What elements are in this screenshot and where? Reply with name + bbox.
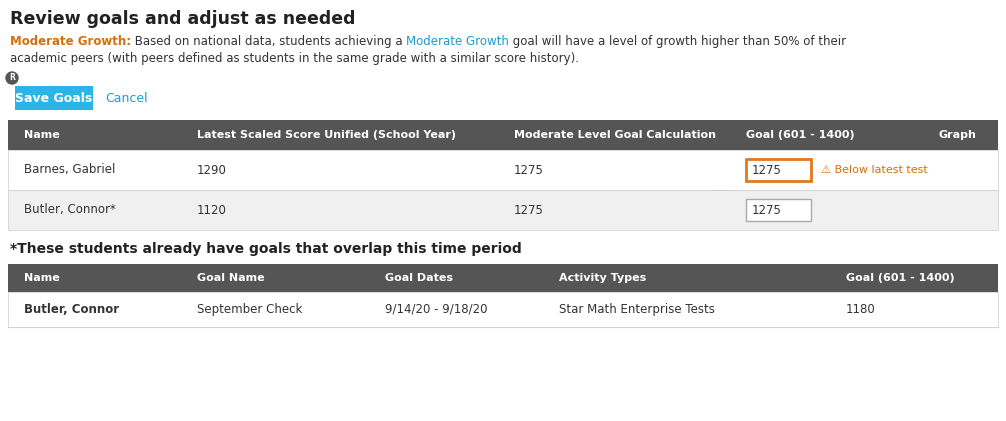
Text: 1275: 1275 bbox=[514, 203, 544, 216]
Text: September Check: September Check bbox=[197, 303, 303, 316]
Text: 0: 0 bbox=[958, 165, 964, 174]
Text: Moderate Growth: Moderate Growth bbox=[406, 35, 509, 48]
Text: Goal Name: Goal Name bbox=[197, 273, 265, 283]
Text: Goal (601 - 1400): Goal (601 - 1400) bbox=[745, 130, 854, 140]
Text: R: R bbox=[9, 74, 15, 83]
Text: 1275: 1275 bbox=[751, 203, 782, 216]
Text: Star Math Enterprise Tests: Star Math Enterprise Tests bbox=[558, 303, 714, 316]
Text: Activity Types: Activity Types bbox=[558, 273, 646, 283]
Circle shape bbox=[714, 183, 728, 197]
Text: Name: Name bbox=[24, 130, 59, 140]
Text: 1120: 1120 bbox=[197, 203, 227, 216]
Text: 1180: 1180 bbox=[846, 303, 875, 316]
Circle shape bbox=[6, 72, 18, 84]
Text: Based on national data, students achieving a: Based on national data, students achievi… bbox=[131, 35, 406, 48]
Text: 9/14/20 - 9/18/20: 9/14/20 - 9/18/20 bbox=[385, 303, 488, 316]
Text: Latest Scaled Score Unified (School Year): Latest Scaled Score Unified (School Year… bbox=[197, 130, 456, 140]
Circle shape bbox=[954, 163, 968, 177]
Text: 1275: 1275 bbox=[751, 163, 782, 176]
Text: Graph: Graph bbox=[939, 130, 977, 140]
Text: Cancel: Cancel bbox=[105, 91, 148, 104]
Text: ⚠ Below latest test: ⚠ Below latest test bbox=[821, 165, 928, 175]
Text: *These students already have goals that overlap this time period: *These students already have goals that … bbox=[10, 242, 522, 256]
Text: goal will have a level of growth higher than 50% of their: goal will have a level of growth higher … bbox=[509, 35, 846, 48]
Text: Save Goals: Save Goals bbox=[15, 91, 93, 104]
Text: Goal Dates: Goal Dates bbox=[385, 273, 454, 283]
Text: Barnes, Gabriel: Barnes, Gabriel bbox=[24, 163, 116, 176]
Text: academic peers (with peers defined as students in the same grade with a similar : academic peers (with peers defined as st… bbox=[10, 52, 579, 65]
Text: Goal (601 - 1400): Goal (601 - 1400) bbox=[846, 273, 955, 283]
Text: Moderate Level Goal Calculation: Moderate Level Goal Calculation bbox=[514, 130, 716, 140]
Text: P: P bbox=[718, 186, 724, 195]
Text: Butler, Connor: Butler, Connor bbox=[24, 303, 119, 316]
Text: Review goals and adjust as needed: Review goals and adjust as needed bbox=[10, 10, 355, 28]
Text: Butler, Connor*: Butler, Connor* bbox=[24, 203, 116, 216]
Text: Moderate Growth:: Moderate Growth: bbox=[10, 35, 131, 48]
Text: 1290: 1290 bbox=[197, 163, 227, 176]
Text: 1275: 1275 bbox=[514, 163, 544, 176]
Text: Name: Name bbox=[24, 273, 59, 283]
